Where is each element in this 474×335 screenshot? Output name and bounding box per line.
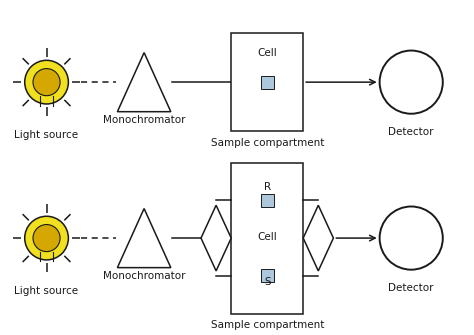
Ellipse shape [33, 69, 60, 96]
Polygon shape [118, 53, 171, 112]
Text: Light source: Light source [15, 286, 79, 296]
Polygon shape [118, 208, 171, 268]
Bar [261, 269, 273, 282]
Text: Cell: Cell [257, 48, 277, 58]
Text: Sample compartment: Sample compartment [210, 320, 324, 330]
Polygon shape [303, 205, 333, 271]
Text: R: R [264, 182, 271, 192]
Text: Detector: Detector [389, 127, 434, 137]
Polygon shape [201, 205, 231, 271]
Text: Monochromator: Monochromator [103, 271, 185, 281]
Text: Monochromator: Monochromator [103, 115, 185, 125]
Ellipse shape [25, 60, 68, 104]
Text: Detector: Detector [389, 283, 434, 293]
Bar [261, 76, 273, 89]
Ellipse shape [33, 224, 60, 252]
Ellipse shape [25, 216, 68, 260]
Bar [231, 33, 303, 131]
Text: Cell: Cell [257, 231, 277, 242]
Text: S: S [264, 277, 271, 287]
Bar [231, 162, 303, 314]
Ellipse shape [380, 206, 443, 270]
Bar [261, 194, 273, 207]
Ellipse shape [380, 51, 443, 114]
Text: Sample compartment: Sample compartment [210, 138, 324, 148]
Text: Light source: Light source [15, 130, 79, 140]
